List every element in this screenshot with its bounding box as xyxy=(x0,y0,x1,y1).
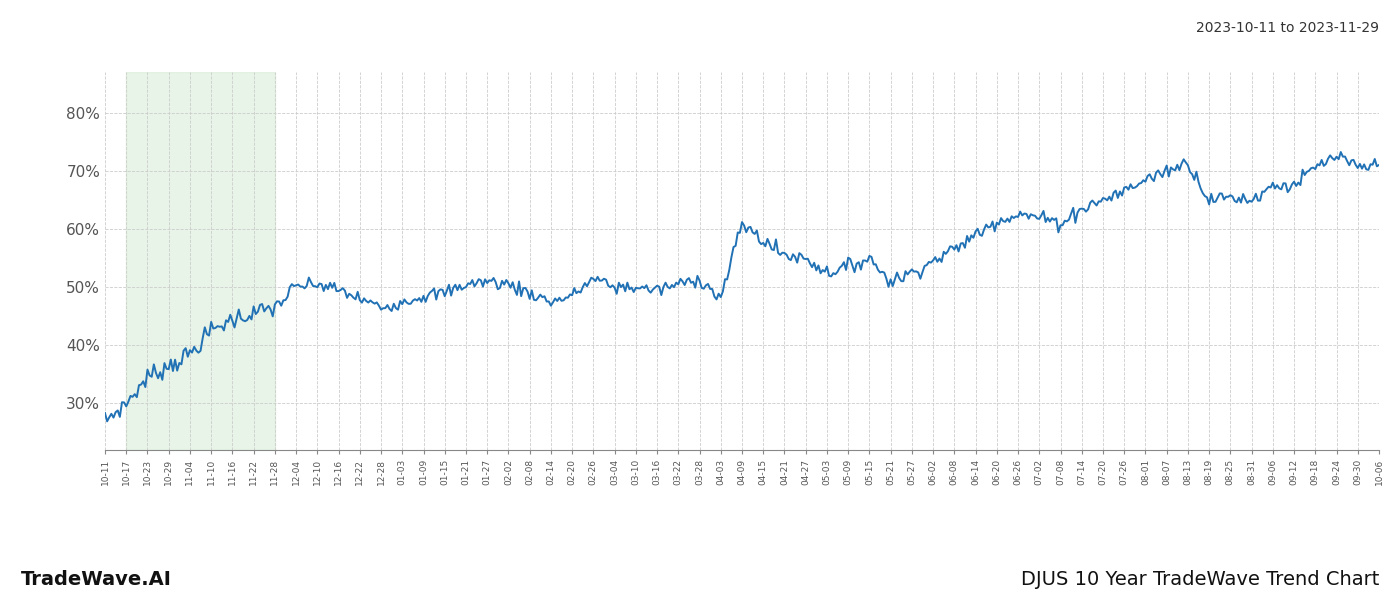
Bar xyxy=(126,72,274,450)
Text: TradeWave.AI: TradeWave.AI xyxy=(21,570,172,589)
Text: DJUS 10 Year TradeWave Trend Chart: DJUS 10 Year TradeWave Trend Chart xyxy=(1021,570,1379,589)
Text: 2023-10-11 to 2023-11-29: 2023-10-11 to 2023-11-29 xyxy=(1196,21,1379,35)
